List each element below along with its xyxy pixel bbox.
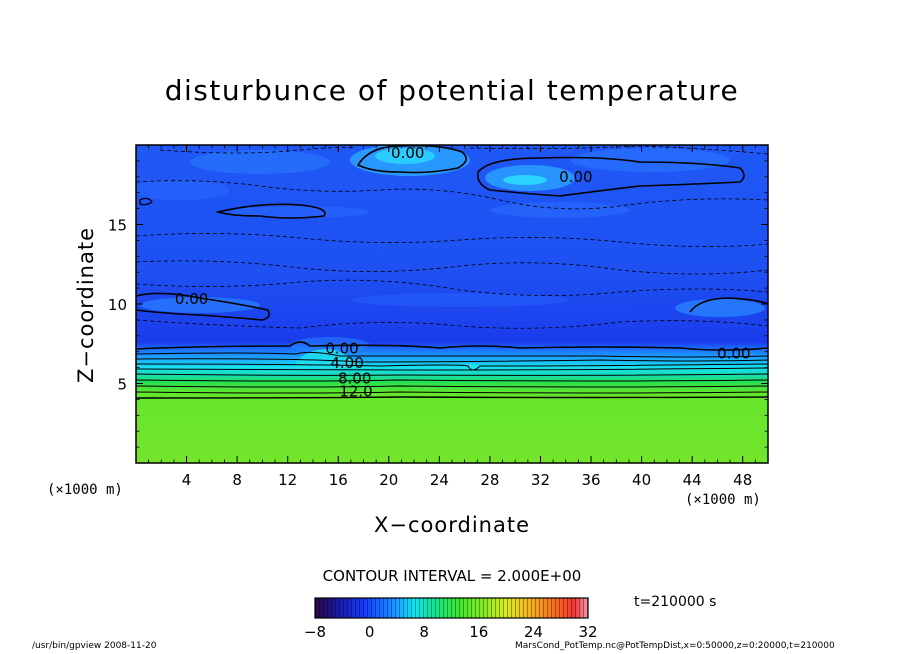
chart-title: disturbunce of potential temperature <box>164 74 740 107</box>
colorbar-tick-label-3: 16 <box>469 623 488 641</box>
footer-program: /usr/bin/gpview 2008-11-20 <box>32 641 157 651</box>
y-tick-label-0: 5 <box>117 376 127 394</box>
colorbar-tick-label-2: 8 <box>419 623 429 641</box>
time-label: t=210000 s <box>634 594 717 610</box>
axis-ticks <box>136 145 768 463</box>
colorbar-tick-label-5: 32 <box>578 623 597 641</box>
x-tick-label-4: 20 <box>379 471 398 489</box>
x-tick-label-8: 36 <box>581 471 600 489</box>
x-tick-label-6: 28 <box>480 471 499 489</box>
x-unit-left: (×1000 m) <box>47 482 123 498</box>
x-tick-label-10: 44 <box>683 471 702 489</box>
footer-source: MarsCond_PotTemp.nc@PotTempDist,x=0:5000… <box>515 641 835 651</box>
contour-label-5: 4.00 <box>330 354 363 372</box>
x-tick-label-5: 24 <box>430 471 449 489</box>
colorbar-frame <box>314 597 589 619</box>
contour-label-0: 0.00 <box>391 144 424 162</box>
colorbar-tick-label-1: 0 <box>365 623 375 641</box>
contour-interval-text: CONTOUR INTERVAL = 2.000E+00 <box>322 567 582 585</box>
contour-interval: CONTOUR INTERVAL = 2.000E+00 <box>0 567 904 585</box>
x-tick-label-1: 8 <box>232 471 242 489</box>
contour-label-2: 0.00 <box>175 290 208 308</box>
field-features <box>136 145 768 399</box>
colorbar-tick-label-0: −8 <box>304 623 326 641</box>
x-axis-label: X−coordinate <box>374 513 530 537</box>
x-tick-label-11: 48 <box>733 471 752 489</box>
contour-label-6: 8.00 <box>338 370 371 388</box>
y-axis-label: Z−coordinate <box>74 227 98 383</box>
x-tick-label-2: 12 <box>278 471 297 489</box>
y-tick-label-1: 10 <box>108 296 127 314</box>
contour-label-7: 12.0 <box>339 382 372 400</box>
x-tick-label-0: 4 <box>182 471 192 489</box>
x-tick-label-9: 40 <box>632 471 651 489</box>
contour-label-4: 0.00 <box>717 344 750 362</box>
x-unit-right: (×1000 m) <box>685 492 761 508</box>
contour-label-1: 0.00 <box>559 168 592 186</box>
x-tick-label-7: 32 <box>531 471 550 489</box>
y-tick-label-2: 15 <box>108 217 127 235</box>
contour-label-3: 0.00 <box>325 340 358 358</box>
colorbar-tick-label-4: 24 <box>524 623 543 641</box>
x-tick-label-3: 16 <box>329 471 348 489</box>
colorbar-tick-labels: −8 0 8 16 24 32 <box>304 623 598 641</box>
